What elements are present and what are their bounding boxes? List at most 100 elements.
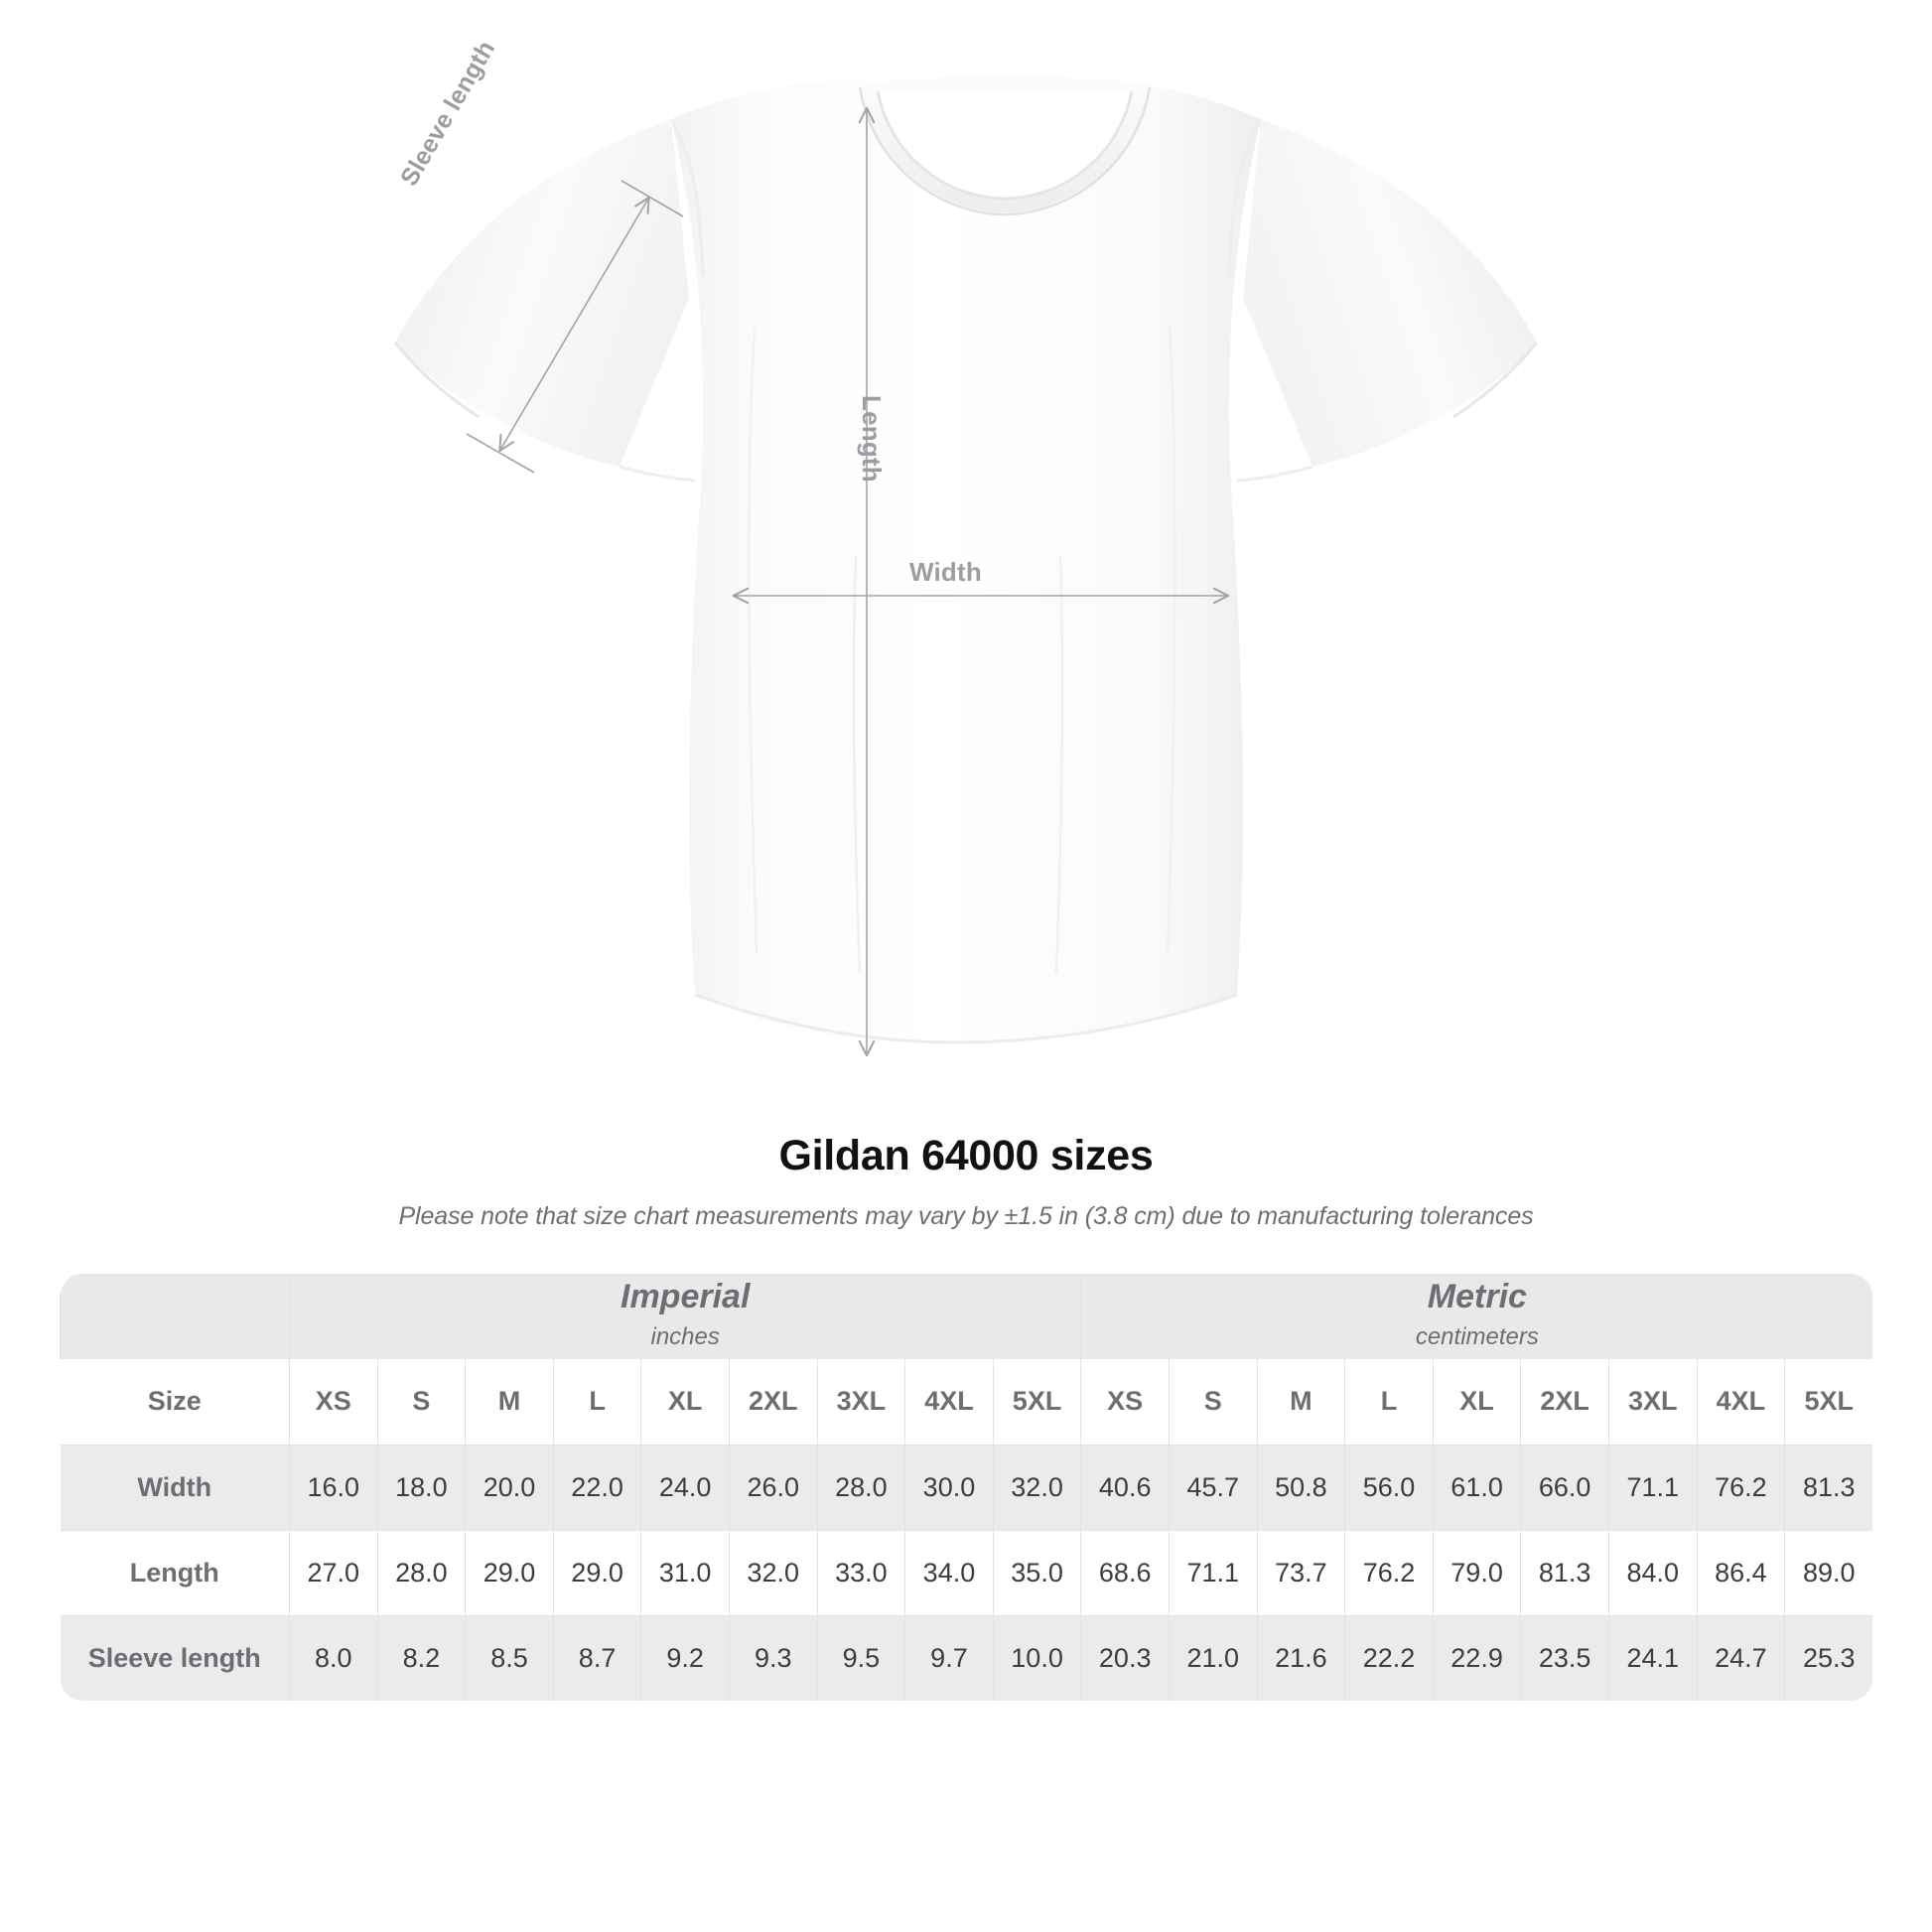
size-header-metric-2xl: 2XL [1520,1359,1609,1445]
cell-width-metric-s: 45.7 [1168,1444,1258,1530]
column-header-size: Size [60,1359,290,1445]
chart-heading: Gildan 64000 sizes Please note that size… [0,1132,1932,1231]
measurement-lines [466,106,1230,1057]
size-header-metric-m: M [1256,1359,1345,1445]
cell-length-metric-4xl: 86.4 [1696,1529,1785,1615]
cell-sleeve-imperial-l: 8.7 [552,1614,641,1701]
cell-length-imperial-3xl: 33.0 [816,1529,905,1615]
cell-length-imperial-xs: 27.0 [289,1529,378,1615]
size-header-metric-4xl: 4XL [1696,1359,1785,1445]
cell-sleeve-imperial-2xl: 9.3 [728,1614,818,1701]
cell-width-metric-m: 50.8 [1256,1444,1345,1530]
length-label: Length [857,395,887,483]
size-header-imperial-5xl: 5XL [992,1359,1081,1445]
cell-width-imperial-l: 22.0 [552,1444,641,1530]
cell-length-imperial-m: 29.0 [465,1529,554,1615]
unit-imperial-sub: inches [650,1323,720,1351]
size-table: Imperial inches Metric centimeters Size … [60,1274,1873,1701]
cell-width-metric-l: 56.0 [1344,1444,1434,1530]
cell-sleeve-imperial-xs: 8.0 [289,1614,378,1701]
cell-length-metric-l: 76.2 [1344,1529,1434,1615]
cell-sleeve-imperial-4xl: 9.7 [904,1614,994,1701]
size-header-metric-l: L [1344,1359,1434,1445]
table-row: Sleeve length 8.0 8.2 8.5 8.7 9.2 9.3 9.… [60,1614,1873,1701]
row-label-length: Length [60,1529,290,1615]
cell-length-imperial-s: 28.0 [376,1529,466,1615]
size-header-metric-xl: XL [1432,1359,1521,1445]
cell-width-metric-2xl: 66.0 [1520,1444,1609,1530]
cell-length-metric-2xl: 81.3 [1520,1529,1609,1615]
size-header-imperial-s: S [376,1359,466,1445]
cell-length-imperial-4xl: 34.0 [904,1529,994,1615]
cell-width-imperial-m: 20.0 [465,1444,554,1530]
tshirt-illustration [393,76,1539,1057]
size-header-imperial-2xl: 2XL [728,1359,818,1445]
size-header-metric-s: S [1168,1359,1258,1445]
size-header-metric-xs: XS [1080,1359,1170,1445]
cell-width-imperial-xl: 24.0 [640,1444,730,1530]
cell-sleeve-metric-2xl: 23.5 [1520,1614,1609,1701]
row-label-sleeve-length: Sleeve length [60,1614,290,1701]
tshirt-diagram: Sleeve length Length Width [393,36,1539,1057]
sleeve-length-arrow [498,196,650,453]
cell-width-metric-3xl: 71.1 [1607,1444,1698,1530]
unit-header-imperial: Imperial inches [288,1274,1081,1359]
cell-sleeve-metric-5xl: 25.3 [1784,1614,1873,1701]
cell-sleeve-imperial-5xl: 10.0 [992,1614,1081,1701]
cell-width-imperial-xs: 16.0 [289,1444,378,1530]
cell-length-metric-xs: 68.6 [1080,1529,1170,1615]
sleeve-tick-top [621,180,684,217]
size-header-metric-3xl: 3XL [1607,1359,1698,1445]
size-header-imperial-4xl: 4XL [904,1359,994,1445]
size-header-imperial-3xl: 3XL [816,1359,905,1445]
cell-length-metric-5xl: 89.0 [1784,1529,1873,1615]
cell-sleeve-imperial-s: 8.2 [376,1614,466,1701]
row-label-width: Width [60,1444,290,1530]
cell-width-imperial-5xl: 32.0 [992,1444,1081,1530]
cell-length-imperial-2xl: 32.0 [728,1529,818,1615]
size-header-imperial-m: M [465,1359,554,1445]
unit-metric-name: Metric [1427,1277,1527,1315]
cell-width-metric-5xl: 81.3 [1784,1444,1873,1530]
size-header-imperial-xl: XL [640,1359,730,1445]
unit-metric-sub: centimeters [1415,1323,1539,1351]
unit-header-row: Imperial inches Metric centimeters [60,1274,1873,1359]
cell-sleeve-metric-m: 21.6 [1256,1614,1345,1701]
cell-sleeve-imperial-m: 8.5 [465,1614,554,1701]
unit-imperial-name: Imperial [621,1277,751,1315]
cell-length-metric-3xl: 84.0 [1607,1529,1698,1615]
cell-sleeve-metric-s: 21.0 [1168,1614,1258,1701]
cell-width-imperial-2xl: 26.0 [728,1444,818,1530]
cell-length-metric-s: 71.1 [1168,1529,1258,1615]
cell-sleeve-imperial-3xl: 9.5 [816,1614,905,1701]
size-table-container: Imperial inches Metric centimeters Size … [60,1274,1873,1701]
unit-header-metric: Metric centimeters [1080,1274,1873,1359]
tolerance-note: Please note that size chart measurements… [398,1202,1534,1230]
size-header-imperial-xs: XS [289,1359,378,1445]
cell-sleeve-imperial-xl: 9.2 [640,1614,730,1701]
table-row: Width 16.0 18.0 20.0 22.0 24.0 26.0 28.0… [60,1444,1873,1530]
table-row: Length 27.0 28.0 29.0 29.0 31.0 32.0 33.… [60,1529,1873,1615]
cell-length-imperial-5xl: 35.0 [992,1529,1081,1615]
size-header-metric-5xl: 5XL [1784,1359,1873,1445]
cell-length-imperial-l: 29.0 [552,1529,641,1615]
cell-sleeve-metric-3xl: 24.1 [1607,1614,1698,1701]
cell-sleeve-metric-xs: 20.3 [1080,1614,1170,1701]
sleeve-tick-bottom [466,433,535,474]
cell-length-imperial-xl: 31.0 [640,1529,730,1615]
cell-width-metric-xs: 40.6 [1080,1444,1170,1530]
cell-sleeve-metric-4xl: 24.7 [1696,1614,1785,1701]
size-header-row: Size XS S M L XL 2XL 3XL 4XL 5XL XS S M … [60,1359,1873,1445]
cell-sleeve-metric-l: 22.2 [1344,1614,1434,1701]
unit-header-spacer [60,1274,290,1359]
cell-width-imperial-3xl: 28.0 [816,1444,905,1530]
cell-width-imperial-s: 18.0 [376,1444,466,1530]
cell-width-imperial-4xl: 30.0 [904,1444,994,1530]
cell-width-metric-4xl: 76.2 [1696,1444,1785,1530]
cell-width-metric-xl: 61.0 [1432,1444,1521,1530]
cell-length-metric-m: 73.7 [1256,1529,1345,1615]
page-title: Gildan 64000 sizes [778,1132,1154,1179]
width-label: Width [909,557,982,587]
size-header-imperial-l: L [552,1359,641,1445]
